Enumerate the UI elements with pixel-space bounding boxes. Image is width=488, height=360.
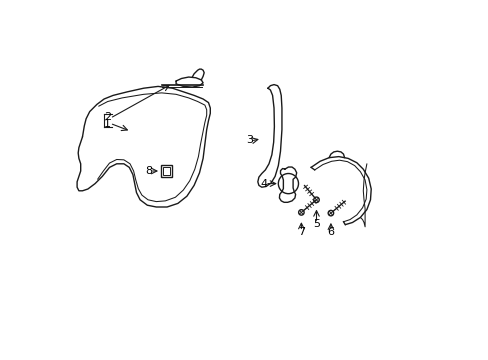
Text: 6: 6 — [327, 227, 334, 237]
Text: 7: 7 — [297, 227, 305, 237]
Text: 5: 5 — [312, 219, 319, 229]
Text: 2: 2 — [104, 112, 111, 122]
Text: 4: 4 — [260, 179, 267, 189]
Text: 3: 3 — [246, 135, 253, 145]
Bar — [161, 165, 172, 177]
Text: 1: 1 — [104, 119, 111, 129]
Bar — [163, 167, 170, 175]
Text: 8: 8 — [145, 166, 152, 176]
